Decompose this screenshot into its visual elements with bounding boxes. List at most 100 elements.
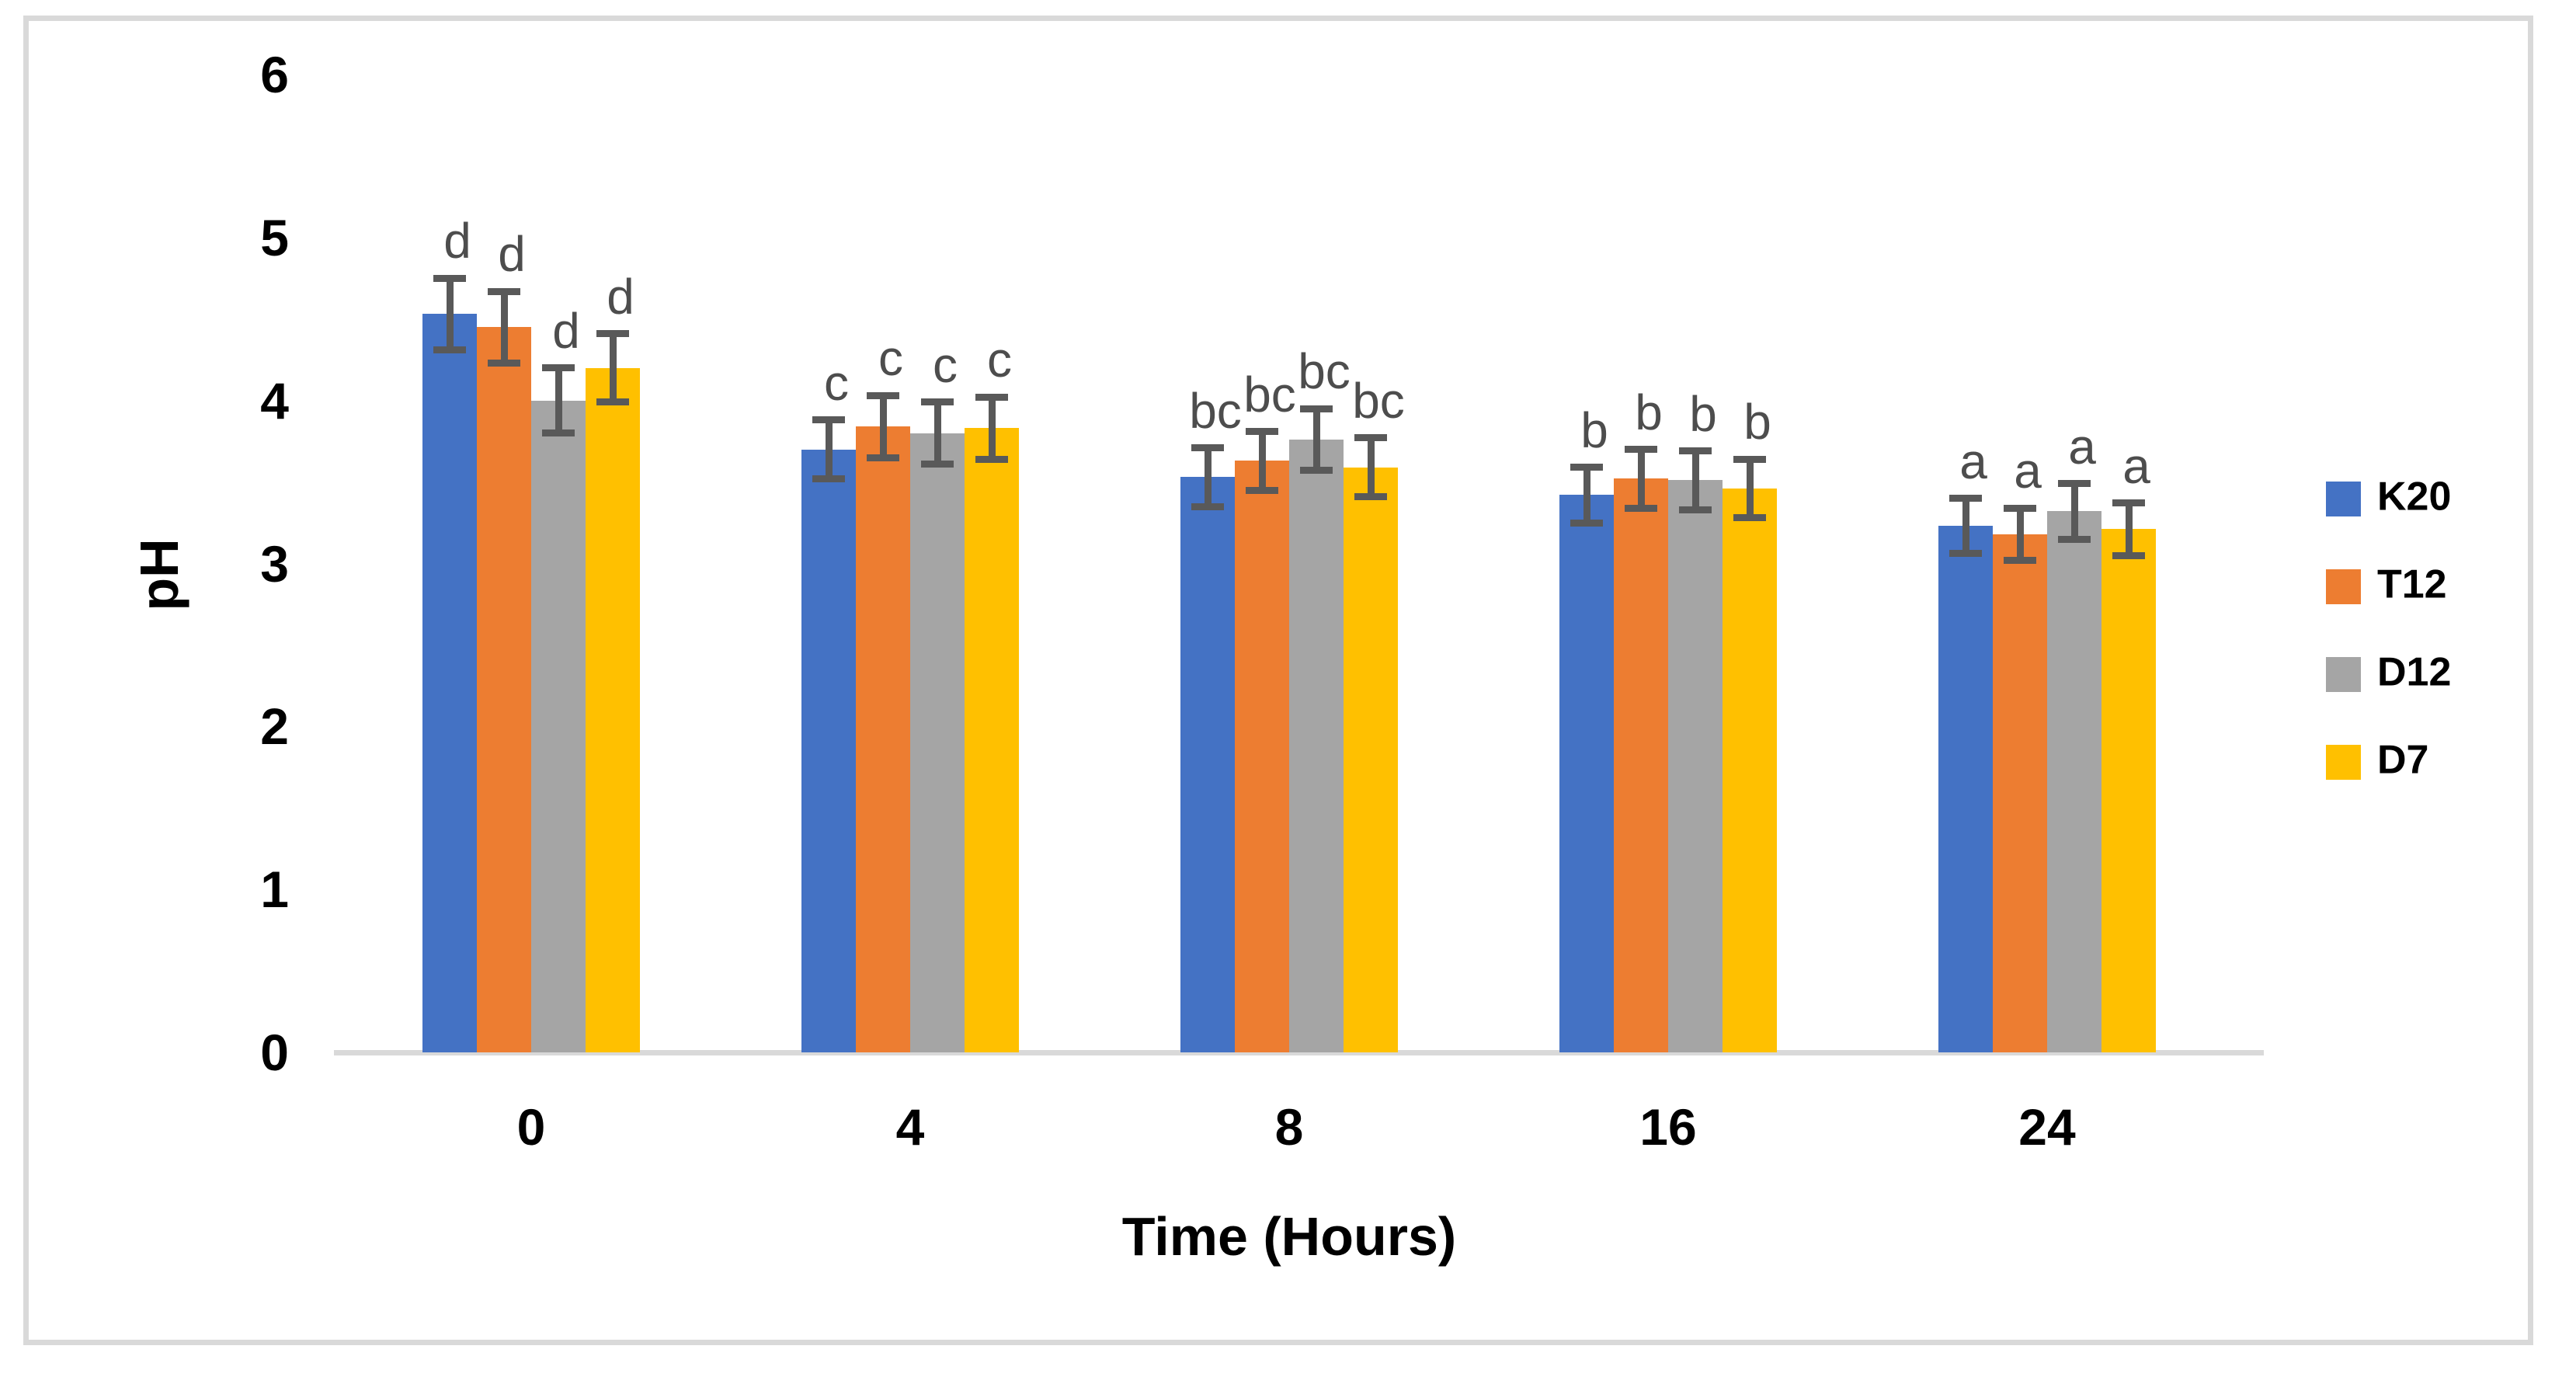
- significance-letter: bc: [1298, 343, 1351, 400]
- error-bar-bottom-cap: [812, 475, 845, 482]
- error-bar-stem: [1637, 449, 1645, 509]
- error-bar-stem: [446, 278, 454, 350]
- error-bar-stem: [554, 367, 562, 433]
- significance-letter: b: [1580, 402, 1608, 458]
- bar-D12-24: [2047, 511, 2101, 1052]
- error-bar-top-cap: [1679, 447, 1712, 455]
- bar-K20-24: [1938, 526, 1993, 1052]
- error-bar-top-cap: [1949, 495, 1982, 502]
- error-bar-bottom-cap: [542, 429, 575, 437]
- error-bar-top-cap: [812, 416, 845, 424]
- error-bar-bottom-cap: [2004, 556, 2036, 564]
- legend-item-D12: D12: [2326, 643, 2559, 705]
- error-bar-bottom-cap: [2058, 535, 2091, 543]
- error-bar-top-cap: [2058, 480, 2091, 488]
- bar-K20-0: [422, 314, 477, 1052]
- bar-D7-0: [586, 367, 640, 1052]
- y-tick-label: 2: [260, 697, 289, 756]
- significance-letter: c: [933, 336, 958, 393]
- error-bar-top-cap: [867, 391, 899, 399]
- error-bar-stem: [1746, 459, 1754, 518]
- significance-letter: d: [498, 226, 526, 283]
- bar-D12-8: [1289, 440, 1344, 1052]
- significance-letter: b: [1635, 384, 1663, 440]
- error-bar-top-cap: [488, 287, 520, 295]
- legend-item-D7: D7: [2326, 731, 2559, 793]
- bar-K20-8: [1180, 477, 1235, 1052]
- significance-letter: a: [2068, 418, 2096, 475]
- y-tick-label: 0: [260, 1024, 289, 1081]
- error-bar-bottom-cap: [1949, 550, 1982, 558]
- error-bar-top-cap: [2004, 504, 2036, 512]
- x-tick-label: 16: [1639, 1098, 1697, 1156]
- error-bar-top-cap: [542, 364, 575, 372]
- error-bar-stem: [609, 333, 617, 402]
- y-tick-label: 6: [260, 46, 289, 104]
- legend-marker-K20: [2326, 482, 2361, 516]
- bar-D7-4: [965, 428, 1019, 1052]
- bar-D7-24: [2101, 529, 2156, 1052]
- error-bar-top-cap: [433, 274, 466, 282]
- error-bar-stem: [879, 395, 887, 458]
- significance-letter: d: [552, 302, 580, 359]
- error-bar-stem: [1204, 447, 1212, 507]
- legend-marker-T12: [2326, 569, 2361, 604]
- significance-letter: b: [1743, 394, 1771, 450]
- error-bar-bottom-cap: [1570, 519, 1603, 527]
- error-bar-bottom-cap: [1625, 504, 1657, 512]
- significance-letter: b: [1689, 385, 1717, 442]
- significance-letter: bc: [1189, 382, 1242, 439]
- bar-T12-8: [1235, 461, 1289, 1052]
- error-bar-bottom-cap: [921, 461, 954, 468]
- error-bar-stem: [2125, 502, 2133, 555]
- legend-label: T12: [2377, 562, 2447, 607]
- significance-letter: c: [878, 330, 903, 387]
- bar-K20-4: [801, 449, 856, 1052]
- error-bar-bottom-cap: [1354, 492, 1387, 500]
- bar-D12-4: [910, 433, 965, 1052]
- error-bar-top-cap: [596, 330, 629, 338]
- bar-D7-16: [1723, 488, 1777, 1052]
- significance-letter: a: [2014, 443, 2042, 499]
- error-bar-bottom-cap: [1679, 506, 1712, 513]
- error-bar-top-cap: [1625, 446, 1657, 454]
- bar-T12-0: [477, 327, 531, 1052]
- bar-D12-0: [531, 400, 586, 1052]
- x-axis-line: [334, 1050, 2264, 1055]
- bar-K20-16: [1559, 495, 1614, 1052]
- significance-letter: a: [1959, 433, 1987, 489]
- bar-T12-16: [1614, 478, 1668, 1052]
- significance-letter: bc: [1243, 366, 1296, 423]
- x-tick-label: 24: [2018, 1098, 2076, 1156]
- error-bar-top-cap: [1246, 428, 1278, 436]
- error-bar-top-cap: [1733, 455, 1766, 463]
- significance-letter: d: [443, 213, 471, 269]
- error-bar-top-cap: [975, 393, 1008, 401]
- significance-letter: a: [2122, 437, 2150, 494]
- error-bar-bottom-cap: [975, 455, 1008, 463]
- significance-letter: c: [987, 332, 1012, 388]
- significance-letter: c: [824, 354, 849, 411]
- y-tick-label: 4: [260, 371, 289, 429]
- error-bar-stem: [1583, 467, 1590, 523]
- bar-D12-16: [1668, 480, 1723, 1052]
- error-bar-stem: [1312, 409, 1320, 471]
- bar-T12-24: [1993, 534, 2047, 1052]
- error-bar-bottom-cap: [596, 398, 629, 406]
- error-bar-bottom-cap: [1733, 514, 1766, 522]
- legend-marker-D12: [2326, 657, 2361, 692]
- legend-label: K20: [2377, 474, 2452, 520]
- error-bar-top-cap: [921, 398, 954, 406]
- error-bar-stem: [1367, 437, 1375, 497]
- x-tick-label: 4: [895, 1098, 925, 1156]
- bar-T12-4: [856, 426, 910, 1052]
- y-tick-label: 3: [260, 534, 289, 593]
- error-bar-stem: [1691, 450, 1699, 510]
- error-bar-stem: [1962, 498, 1969, 554]
- error-bar-bottom-cap: [433, 346, 466, 354]
- error-bar-stem: [1258, 431, 1266, 491]
- error-bar-bottom-cap: [2112, 551, 2145, 559]
- error-bar-top-cap: [2112, 499, 2145, 507]
- x-tick-label: 0: [516, 1098, 546, 1156]
